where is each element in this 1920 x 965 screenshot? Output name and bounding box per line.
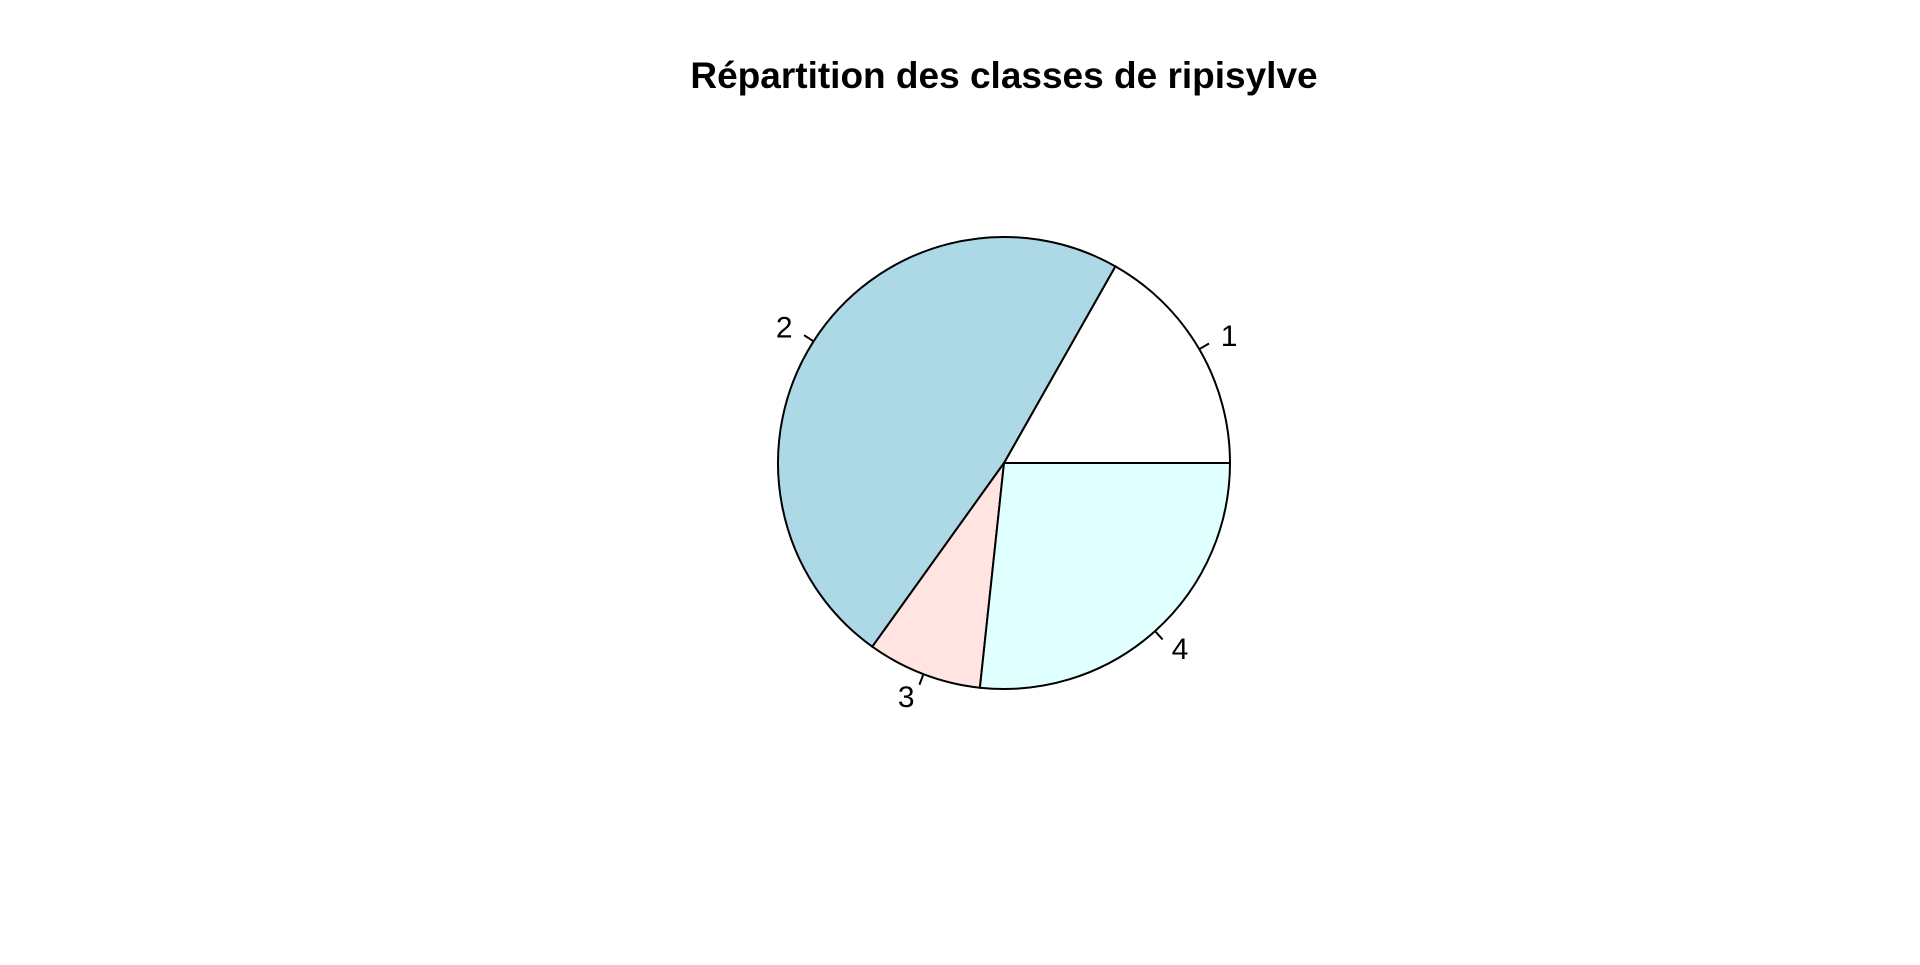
label-tick-3 [918, 673, 925, 686]
label-tick-1 [1198, 342, 1210, 351]
label-tick-2 [803, 334, 815, 343]
chart-title: Répartition des classes de ripisylve [690, 55, 1318, 96]
pie-slice-2 [776, 236, 1117, 649]
pie-slice-4 [978, 462, 1232, 690]
slice-label-4: 4 [1172, 633, 1189, 666]
slice-label-3: 3 [898, 681, 915, 714]
slice-label-1: 1 [1221, 320, 1238, 353]
slice-label-2: 2 [776, 311, 793, 344]
label-tick-4 [1154, 630, 1164, 641]
